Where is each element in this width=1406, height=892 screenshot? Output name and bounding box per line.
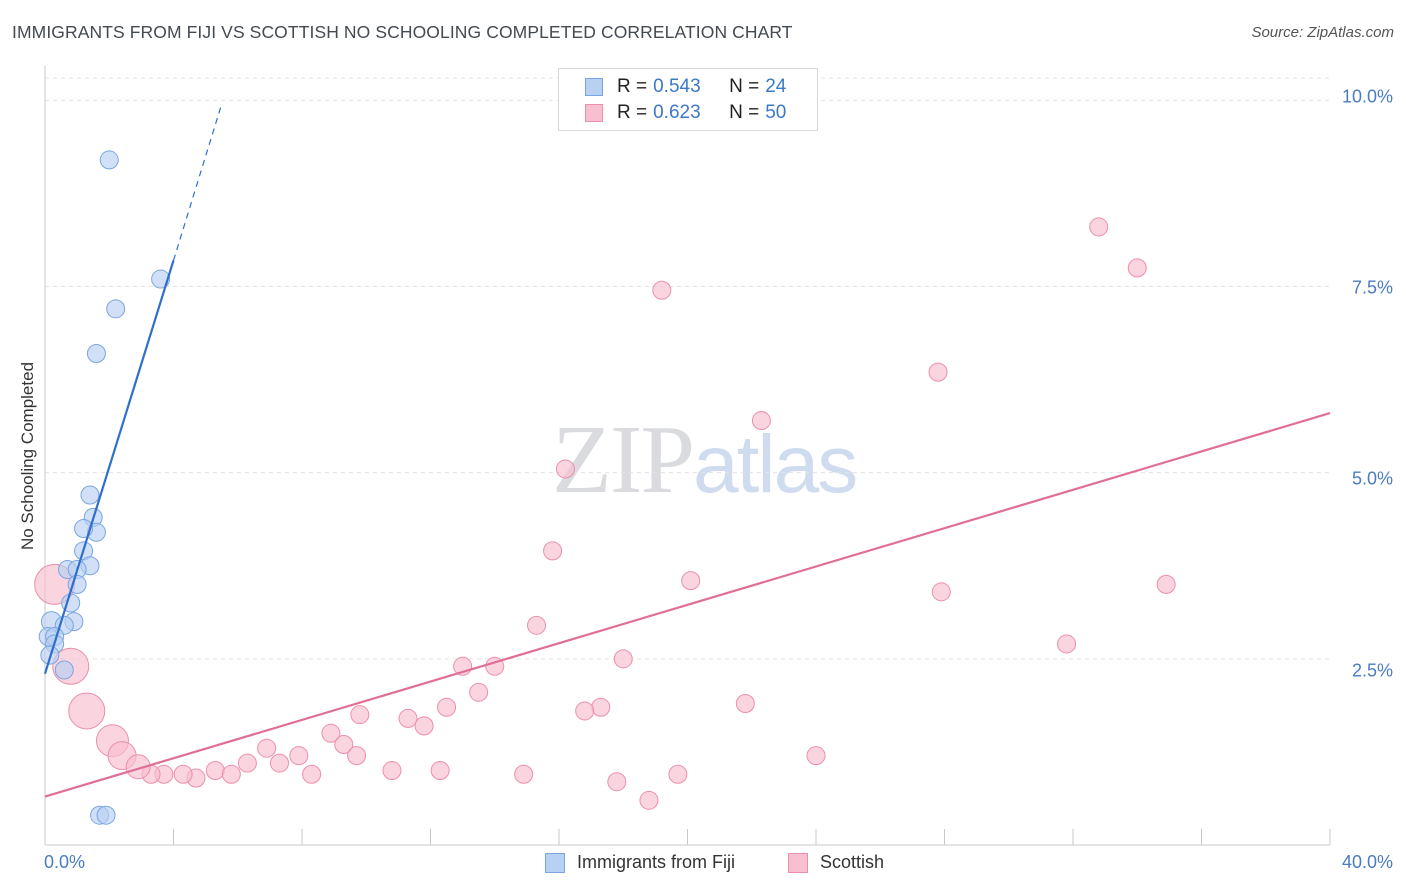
scottish-point <box>270 753 290 773</box>
x-tick-label-min: 0.0% <box>44 852 86 872</box>
fiji-point <box>99 150 119 170</box>
scottish-point <box>751 411 771 431</box>
scottish-point <box>414 716 434 736</box>
scottish-point <box>382 761 402 781</box>
y-axis-title: No Schooling Completed <box>18 361 37 551</box>
fiji-trend-extension <box>172 103 223 261</box>
scottish-point <box>806 746 826 766</box>
watermark-zip: ZIP <box>552 406 695 514</box>
scottish-point <box>639 790 659 810</box>
fiji-point <box>151 269 171 289</box>
scottish-point <box>205 761 225 781</box>
y-tick-label-2.5: 2.5% <box>1351 660 1393 681</box>
legend-swatch-fiji <box>585 78 603 96</box>
series-legend-label-scottish: Scottish <box>820 852 885 872</box>
scottish-point <box>437 697 457 717</box>
legend-fiji-n-label: N = <box>729 76 760 97</box>
scottish-point <box>68 692 106 730</box>
scottish-point <box>237 753 257 773</box>
series-legend-fiji: Immigrants from Fiji <box>545 852 735 873</box>
scottish-trend-line <box>44 412 1331 798</box>
scottish-point <box>334 734 354 754</box>
legend-swatch-scottish <box>585 104 603 122</box>
scottish-point <box>575 701 595 721</box>
fiji-point <box>86 344 106 364</box>
watermark-atlas: atlas <box>693 419 858 510</box>
watermark: ZIPatlas <box>552 402 858 516</box>
y-tick-label-10: 10.0% <box>1341 86 1393 107</box>
series-legend-swatch-fiji <box>545 852 565 873</box>
legend-row-fiji: R = 0.543 N = 24 <box>585 75 786 99</box>
scottish-point <box>1089 217 1109 237</box>
source-label: Source: ZipAtlas.com <box>1251 24 1394 41</box>
scottish-point <box>1057 634 1077 654</box>
legend-fiji-n-value: 24 <box>765 76 787 97</box>
scottish-point <box>527 615 547 635</box>
scottish-point <box>347 746 367 766</box>
scottish-point <box>514 764 534 784</box>
fiji-point <box>54 660 74 680</box>
y-tick-label-5: 5.0% <box>1351 468 1393 489</box>
correlation-legend: R = 0.543 N = 24 R = 0.623 N = 50 <box>558 68 818 131</box>
scottish-point <box>735 694 755 714</box>
scottish-point <box>543 541 563 561</box>
legend-scottish-n-value: 50 <box>765 102 787 123</box>
scottish-point <box>221 764 241 784</box>
scottish-point <box>613 649 633 669</box>
scottish-point <box>173 764 193 784</box>
x-tick-label-max: 40.0% <box>1341 852 1393 872</box>
legend-fiji-r-value: 0.543 <box>653 76 701 97</box>
scottish-point <box>607 772 627 792</box>
scottish-point <box>681 571 701 591</box>
scottish-point <box>1127 258 1147 278</box>
series-legend: Immigrants from Fiji Scottish <box>0 852 1406 876</box>
scottish-point <box>668 764 688 784</box>
legend-scottish-r-value: 0.623 <box>653 102 701 123</box>
fiji-point <box>106 299 126 319</box>
scottish-point <box>555 459 575 479</box>
scottish-point <box>350 705 370 725</box>
scottish-point <box>257 738 277 758</box>
fiji-point <box>96 805 116 825</box>
scottish-point <box>289 746 309 766</box>
scottish-point <box>1156 574 1176 594</box>
fiji-point <box>67 574 87 594</box>
legend-scottish-r-label: R = <box>617 102 648 123</box>
fiji-point <box>80 485 100 505</box>
scottish-point <box>321 723 341 743</box>
scottish-point <box>302 764 322 784</box>
legend-fiji-r-label: R = <box>617 76 648 97</box>
scottish-point <box>469 682 489 702</box>
scottish-point <box>591 697 611 717</box>
scottish-point <box>125 754 151 780</box>
legend-scottish-n-label: N = <box>729 102 760 123</box>
legend-row-scottish: R = 0.623 N = 50 <box>585 101 786 125</box>
scottish-point <box>652 280 672 300</box>
series-legend-swatch-scottish <box>788 852 808 873</box>
chart-title: IMMIGRANTS FROM FIJI VS SCOTTISH NO SCHO… <box>12 22 793 42</box>
scottish-point <box>928 362 948 382</box>
series-legend-scottish: Scottish <box>788 852 884 873</box>
y-tick-label-7.5: 7.5% <box>1351 277 1393 298</box>
scottish-point <box>931 582 951 602</box>
scottish-point <box>430 761 450 781</box>
scottish-point <box>398 708 418 728</box>
fiji-trend-line <box>43 260 175 675</box>
series-legend-label-fiji: Immigrants from Fiji <box>577 852 736 872</box>
